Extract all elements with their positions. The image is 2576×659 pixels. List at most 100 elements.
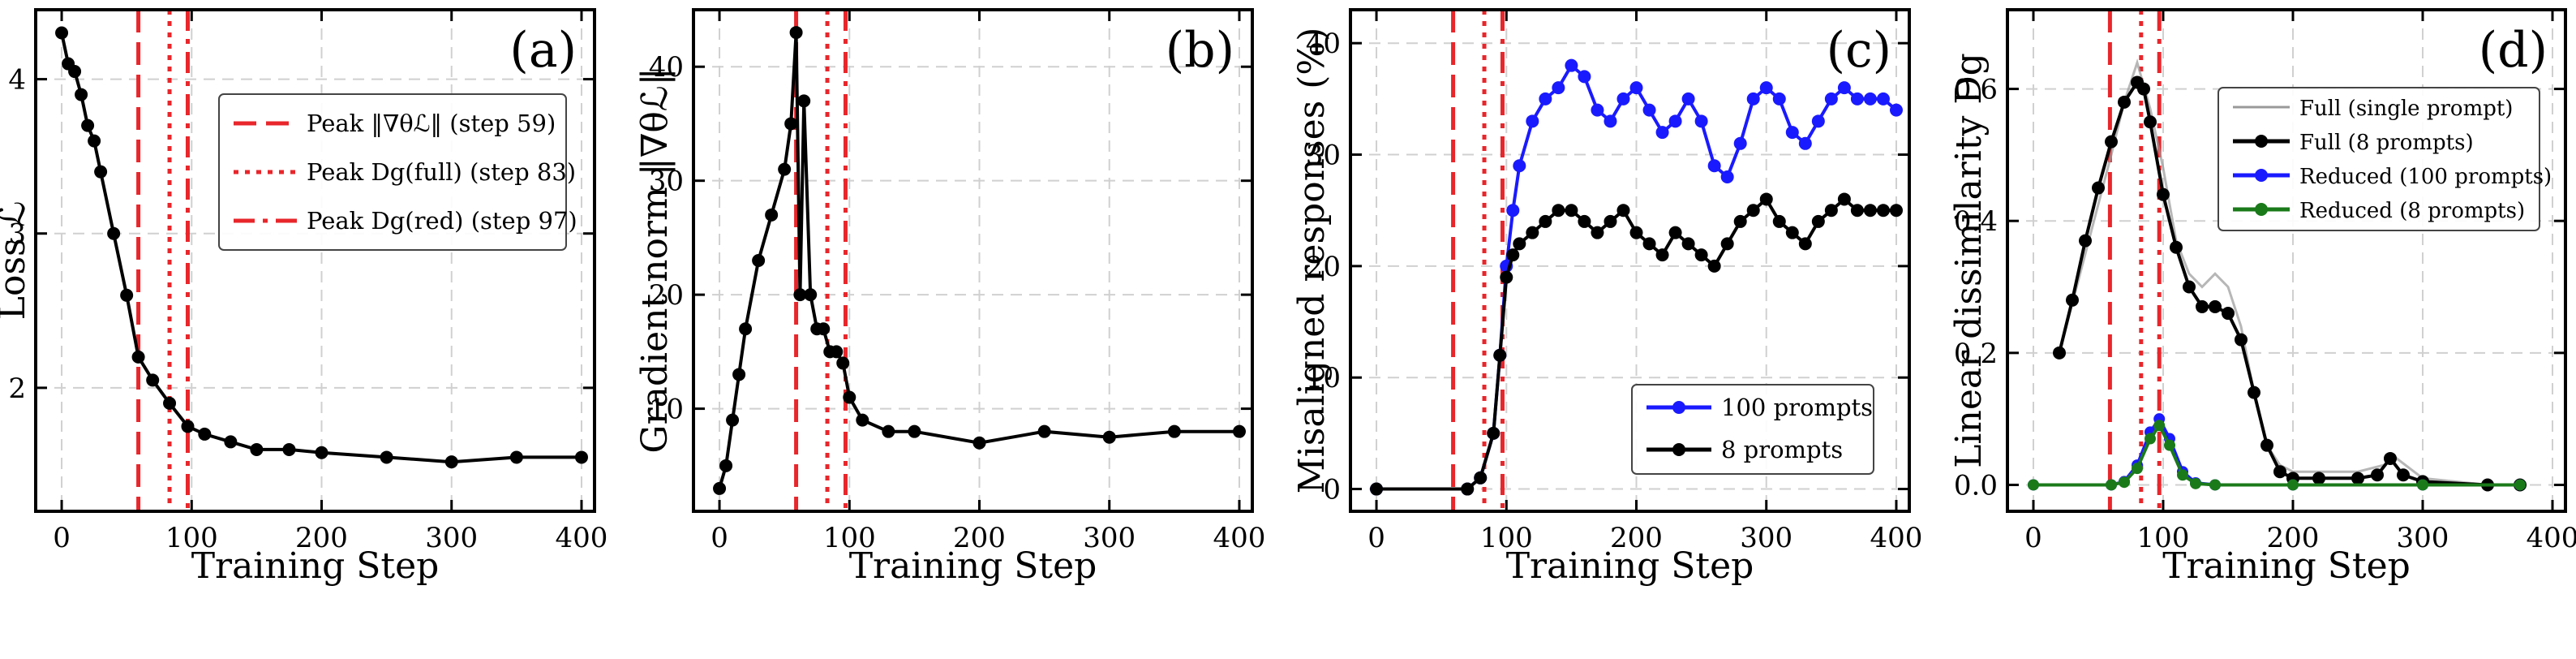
data-point <box>1889 204 1903 218</box>
y-tick-label: 0.6 <box>1954 74 1998 106</box>
legend-label: Full (8 prompts) <box>2299 131 2474 155</box>
x-tick-label: 100 <box>2137 522 2190 554</box>
x-tick-label: 300 <box>425 522 478 554</box>
series-line <box>60 32 582 464</box>
legend-label: Reduced (100 prompts) <box>2299 165 2552 189</box>
data-point <box>1850 92 1864 106</box>
data-point <box>2157 187 2170 201</box>
series-reduced-100-prompts- <box>2028 413 2526 491</box>
x-tick-label: 300 <box>1083 522 1136 554</box>
data-point <box>1513 237 1526 251</box>
data-point <box>1604 214 1617 228</box>
y-axis-label: Misaligned responses (%) <box>1291 28 1333 494</box>
data-point <box>797 94 811 108</box>
x-tick-label: 400 <box>1870 522 1923 554</box>
plot-area <box>1370 10 1903 511</box>
legend-label: 100 prompts <box>1721 394 1873 421</box>
data-point <box>1167 424 1181 438</box>
data-point <box>88 134 101 148</box>
x-tick-label: 100 <box>823 522 876 554</box>
data-point <box>2371 468 2384 482</box>
y-tick-label: 40 <box>1306 28 1341 60</box>
x-tick-label: 300 <box>2397 522 2449 554</box>
data-point <box>2028 479 2039 491</box>
legend: Full (single prompt) Full (8 prompts) Redu… <box>2218 87 2552 231</box>
data-point <box>1746 204 1760 218</box>
data-point <box>1681 237 1695 251</box>
x-tick-label: 400 <box>556 522 608 554</box>
data-point <box>574 450 588 464</box>
data-point <box>1876 92 1890 106</box>
data-point <box>1513 159 1526 173</box>
plot-area <box>713 10 1246 511</box>
x-tick-label: 400 <box>1213 522 1266 554</box>
data-point <box>1733 136 1747 150</box>
y-axis-label: Loss ℒ <box>0 201 33 321</box>
data-point <box>1707 259 1721 273</box>
axes-frame <box>692 8 1254 513</box>
x-axis-label: Training Step <box>191 545 440 587</box>
data-point <box>1837 81 1851 95</box>
data-point <box>1474 471 1488 485</box>
legend-label: Full (single prompt) <box>2299 97 2513 121</box>
series-gradient-norm <box>713 26 1246 495</box>
data-point <box>131 350 145 364</box>
data-point <box>2514 479 2526 491</box>
data-point <box>1461 482 1475 496</box>
data-point <box>2196 299 2209 313</box>
data-point <box>2417 479 2428 491</box>
data-point <box>224 435 238 449</box>
data-point <box>1642 103 1656 117</box>
data-point <box>1506 204 1520 218</box>
data-point <box>713 481 727 495</box>
data-point <box>2351 472 2364 485</box>
data-point <box>972 436 986 450</box>
data-point <box>146 373 160 387</box>
y-tick-label: 0.4 <box>1954 205 1998 238</box>
data-point <box>784 117 798 131</box>
data-point <box>181 420 195 433</box>
legend-item: Full (8 prompts) <box>2233 131 2474 155</box>
data-point <box>1102 430 1116 444</box>
series-8-prompts <box>1370 192 1903 496</box>
data-point <box>1824 204 1838 218</box>
panel-d: 0 100 200 300 400 0.0 0.2 0.4 0.6 Training Step Li… <box>1948 8 2576 587</box>
data-point <box>1876 204 1890 218</box>
data-point <box>1694 248 1708 262</box>
data-point <box>2273 465 2286 479</box>
legend-item: Full (single prompt) <box>2233 97 2513 121</box>
legend-marker <box>2255 203 2268 216</box>
series-loss <box>55 26 588 469</box>
data-point <box>2209 299 2222 313</box>
data-point <box>908 424 921 438</box>
series-line <box>2058 80 2520 487</box>
y-tick-label: 40 <box>649 51 684 84</box>
data-point <box>2153 420 2166 432</box>
x-tick-label: 0 <box>1367 522 1385 554</box>
data-point <box>752 254 766 267</box>
data-point <box>1746 92 1760 106</box>
series-100-prompts <box>1370 58 1903 496</box>
legend-item: 8 prompts <box>1646 436 1843 463</box>
x-tick-label: 400 <box>2527 522 2576 554</box>
legend-item: Reduced (100 prompts) <box>2233 165 2552 189</box>
y-tick-label: 0 <box>1323 474 1341 506</box>
data-point <box>739 322 753 336</box>
data-point <box>1604 114 1617 128</box>
x-tick-label: 200 <box>2267 522 2320 554</box>
data-point <box>2119 476 2130 489</box>
data-point <box>2092 181 2105 195</box>
data-point <box>2053 346 2066 360</box>
data-point <box>509 450 523 464</box>
data-point <box>1759 81 1773 95</box>
data-point <box>1785 126 1799 140</box>
data-point <box>1539 214 1552 228</box>
data-point <box>1493 348 1507 362</box>
data-point <box>1798 237 1812 251</box>
data-point <box>1487 426 1501 440</box>
data-point <box>778 162 792 176</box>
panel-letter: (b) <box>1166 22 1234 79</box>
y-tick-label: 10 <box>1306 362 1341 394</box>
data-point <box>380 450 393 464</box>
y-tick-label: 10 <box>649 394 684 426</box>
